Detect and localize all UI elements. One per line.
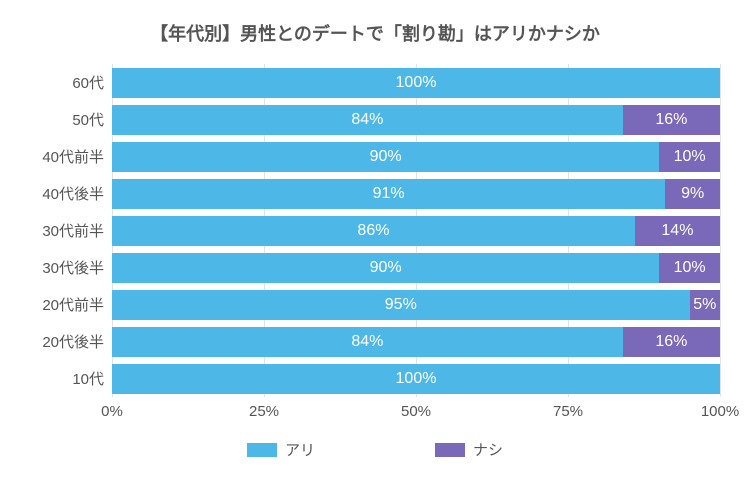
bar-segment: 91%	[112, 179, 665, 209]
gridline	[720, 64, 721, 397]
bars: 100%84%16%90%10%91%9%86%14%90%10%95%5%84…	[112, 64, 720, 397]
x-axis-tick: 100%	[701, 403, 739, 420]
bar-segment: 84%	[112, 327, 623, 357]
bar-segment: 90%	[112, 253, 659, 283]
y-axis-label: 40代前半	[30, 138, 112, 175]
bar-segment: 86%	[112, 216, 635, 246]
y-axis-label: 30代前半	[30, 212, 112, 249]
legend-item: ナシ	[435, 439, 503, 460]
legend-swatch	[247, 443, 277, 457]
bar-segment: 90%	[112, 142, 659, 172]
bar-segment: 14%	[635, 216, 720, 246]
bar-row: 91%9%	[112, 175, 720, 212]
y-axis-label: 60代	[30, 64, 112, 101]
bar-row: 100%	[112, 360, 720, 397]
y-axis-label: 20代後半	[30, 323, 112, 360]
bar-segment: 5%	[690, 290, 720, 320]
y-axis-label: 20代前半	[30, 286, 112, 323]
y-axis-label: 30代後半	[30, 249, 112, 286]
bar-segment: 9%	[665, 179, 720, 209]
chart-title: 【年代別】男性とのデートで「割り勘」はアリかナシか	[30, 20, 720, 46]
bar-segment: 95%	[112, 290, 690, 320]
x-axis-tick: 0%	[101, 403, 123, 420]
bar-segment: 84%	[112, 105, 623, 135]
bar-segment: 10%	[659, 253, 720, 283]
x-axis-tick: 25%	[249, 403, 279, 420]
x-axis-tick: 50%	[401, 403, 431, 420]
bar-segment: 10%	[659, 142, 720, 172]
legend-swatch	[435, 443, 465, 457]
bar-row: 90%10%	[112, 138, 720, 175]
chart-container: 【年代別】男性とのデートで「割り勘」はアリかナシか 60代50代40代前半40代…	[0, 0, 750, 500]
bar-row: 100%	[112, 64, 720, 101]
bar-row: 86%14%	[112, 212, 720, 249]
y-axis-label: 40代後半	[30, 175, 112, 212]
legend-label: アリ	[285, 439, 315, 460]
legend-item: アリ	[247, 439, 315, 460]
bar-row: 84%16%	[112, 101, 720, 138]
x-axis: 0%25%50%75%100%	[112, 397, 720, 425]
bar-row: 90%10%	[112, 249, 720, 286]
plot-area: 100%84%16%90%10%91%9%86%14%90%10%95%5%84…	[112, 64, 720, 397]
x-axis-tick: 75%	[553, 403, 583, 420]
bar-segment: 16%	[623, 105, 720, 135]
bar-row: 84%16%	[112, 323, 720, 360]
bar-segment: 100%	[112, 364, 720, 394]
plot: 60代50代40代前半40代後半30代前半30代後半20代前半20代後半10代 …	[30, 64, 720, 397]
bar-segment: 100%	[112, 68, 720, 98]
y-axis-label: 50代	[30, 101, 112, 138]
y-axis-label: 10代	[30, 360, 112, 397]
y-axis-labels: 60代50代40代前半40代後半30代前半30代後半20代前半20代後半10代	[30, 64, 112, 397]
legend-label: ナシ	[473, 439, 503, 460]
legend: アリ ナシ	[30, 439, 720, 460]
bar-segment: 16%	[623, 327, 720, 357]
bar-row: 95%5%	[112, 286, 720, 323]
